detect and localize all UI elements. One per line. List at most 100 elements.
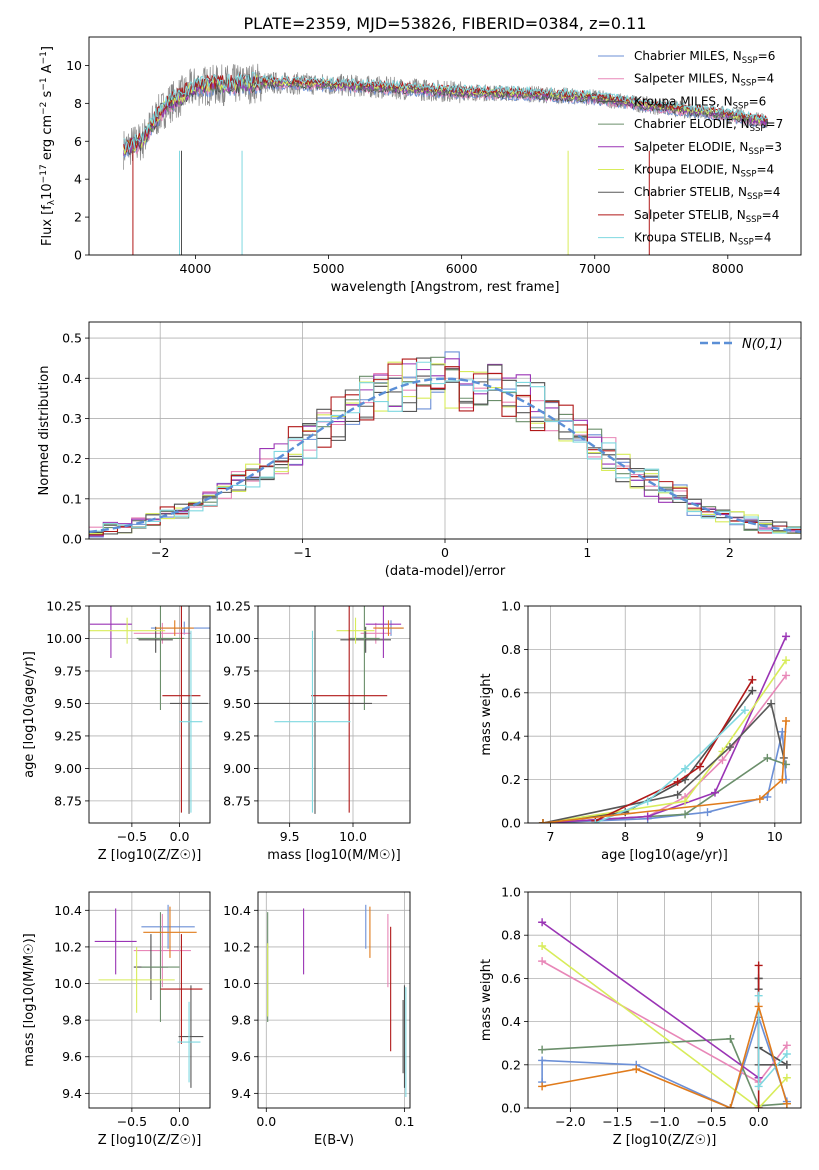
weight-marker [726,1034,735,1043]
panel-mass_vs_ebv: 0.0 0.1 9.4 9.6 9.8 10.0 10.2 10.4 E(B-V) [223,891,414,1148]
figure-title: PLATE=2359, MJD=53826, FIBERID=0384, z=0… [243,14,646,33]
legend-label: Chabrier ELODIE, NSSP=7 [634,117,783,134]
weight-marker [632,1065,641,1074]
x-tick-label: −2.0 [555,1114,585,1129]
panel-residuals: −2 −1 0 1 2 0.0 0.1 0.2 0.3 0.4 0.5 (data-model)/er… [37,321,802,579]
weight-marker [782,1073,791,1082]
x-axis-label: Z [log10(Z/Z☉)] [98,848,202,863]
y-tick-label: 9.50 [223,696,251,711]
y-tick-label: 9.4 [231,1086,251,1101]
y-axis-label: mass weight [479,959,494,1041]
weight-marker [748,675,757,684]
weight-marker [782,1050,791,1058]
y-tick-label: 0.1 [62,491,82,506]
y-axis-label: age [log10(age/yr)] [22,651,37,778]
legend-label: N(0,1) [742,337,783,352]
panel-mass_vs_Z: −0.5 0.0 9.4 9.6 9.8 10.0 10.2 10.4 Z [log10(Z/Z… [22,891,211,1148]
y-axis-label: mass [log10(M/M☉)] [22,933,37,1066]
x-tick-label: 0.0 [256,1114,276,1129]
axes-frame [527,605,802,824]
weight-line [541,921,760,1079]
y-tick-label: 9.50 [54,696,82,711]
histogram-step [89,358,801,536]
weight-line [542,1038,787,1107]
weight-line [594,679,754,822]
panel-massweight_vs_age: 7 8 9 10 0.0 0.2 0.4 0.6 0.8 1.0 age [log10(age/yr… [479,599,802,863]
weight-marker [748,686,757,695]
x-axis-label: wavelength [Angstrom, rest frame] [331,280,560,295]
y-tick-label: 0.0 [501,816,521,831]
weight-line [542,720,787,823]
y-tick-label: 10.2 [223,939,251,954]
x-tick-label: −0.5 [117,829,147,844]
y-tick-label: 10 [66,58,82,73]
x-tick-label: 4000 [180,261,212,276]
weight-marker [703,808,712,817]
x-tick-label: −2 [151,545,169,560]
x-tick-label: −1 [293,545,311,560]
weight-marker [681,810,690,819]
weight-marker [673,777,682,786]
x-tick-label: 9.5 [280,829,300,844]
axes-frame [88,321,802,540]
y-tick-label: 9.75 [54,663,82,678]
x-axis-label: Z [log10(Z/Z☉)] [613,1133,717,1148]
model-line [123,73,768,153]
legend-label: Kroupa STELIB, NSSP=4 [634,231,772,248]
weight-marker [782,717,791,726]
x-tick-label: 0 [441,545,449,560]
x-tick-label: 0.0 [749,1114,769,1129]
y-tick-label: 1.0 [501,885,521,900]
y-tick-label: 6 [74,134,82,149]
y-tick-label: 0.3 [62,411,82,426]
legend: Chabrier MILES, NSSP=6 Salpeter MILES, NS… [598,49,783,248]
weight-marker [538,1056,547,1065]
weight-marker [754,1082,763,1091]
y-tick-label: 10.00 [46,631,82,646]
y-axis-label: Flux [fλ10−17 erg cm−2 s−1 A−1] [39,46,57,246]
x-tick-label: 2 [726,545,734,560]
y-tick-label: 0.0 [501,1101,521,1116]
weight-line [757,995,788,1089]
weight-marker [754,961,763,970]
weight-marker [763,792,772,801]
y-tick-label: 10.00 [215,631,251,646]
y-tick-label: 0.6 [501,685,521,700]
plot-area-massweight_vs_Z [538,918,791,1108]
weight-marker [710,788,719,797]
y-tick-label: 0 [74,248,82,263]
axes-frame [527,891,802,1109]
weight-marker [538,918,547,927]
y-tick-label: 0.8 [501,928,521,943]
weight-marker [782,656,791,665]
plot-area-mass_vs_ebv [267,904,407,1098]
x-tick-label: 1 [583,545,591,560]
y-tick-label: 0.2 [501,772,521,787]
weight-marker [754,1104,763,1108]
y-tick-label: 0.5 [62,331,82,346]
weight-marker [726,1104,735,1108]
weight-marker [591,819,600,823]
y-tick-label: 10.2 [54,939,82,954]
y-tick-label: 10.0 [223,976,251,991]
plot-area-age_vs_mass [258,606,404,814]
y-tick-label: 9.00 [223,761,251,776]
x-tick-label: −0.5 [117,1114,147,1129]
weight-marker [643,797,652,806]
panel-age_vs_Z: −0.5 0.0 8.75 9.00 9.25 9.50 9.75 10.00 10.25 Z [… [22,599,211,863]
y-tick-label: 9.4 [62,1086,82,1101]
panel-massweight_vs_Z: −2.0 −1.5 −1.0 −0.5 0.0 0.0 0.2 0.4 0.6 0.8 1.0 Z [… [479,885,802,1148]
weight-marker [696,762,705,771]
weight-marker [778,775,787,784]
weight-marker [782,1060,791,1069]
plot-area-residuals [89,351,801,538]
x-tick-label: −0.5 [696,1114,726,1129]
x-axis-label: (data-model)/error [385,564,506,579]
weight-marker [538,942,547,950]
legend-label: Chabrier MILES, NSSP=6 [634,49,775,66]
weight-marker [681,764,690,773]
y-tick-label: 0.8 [501,642,521,657]
y-tick-label: 8 [74,96,82,111]
legend-label: Salpeter MILES, NSSP=4 [634,72,774,89]
weight-marker [538,1045,547,1054]
